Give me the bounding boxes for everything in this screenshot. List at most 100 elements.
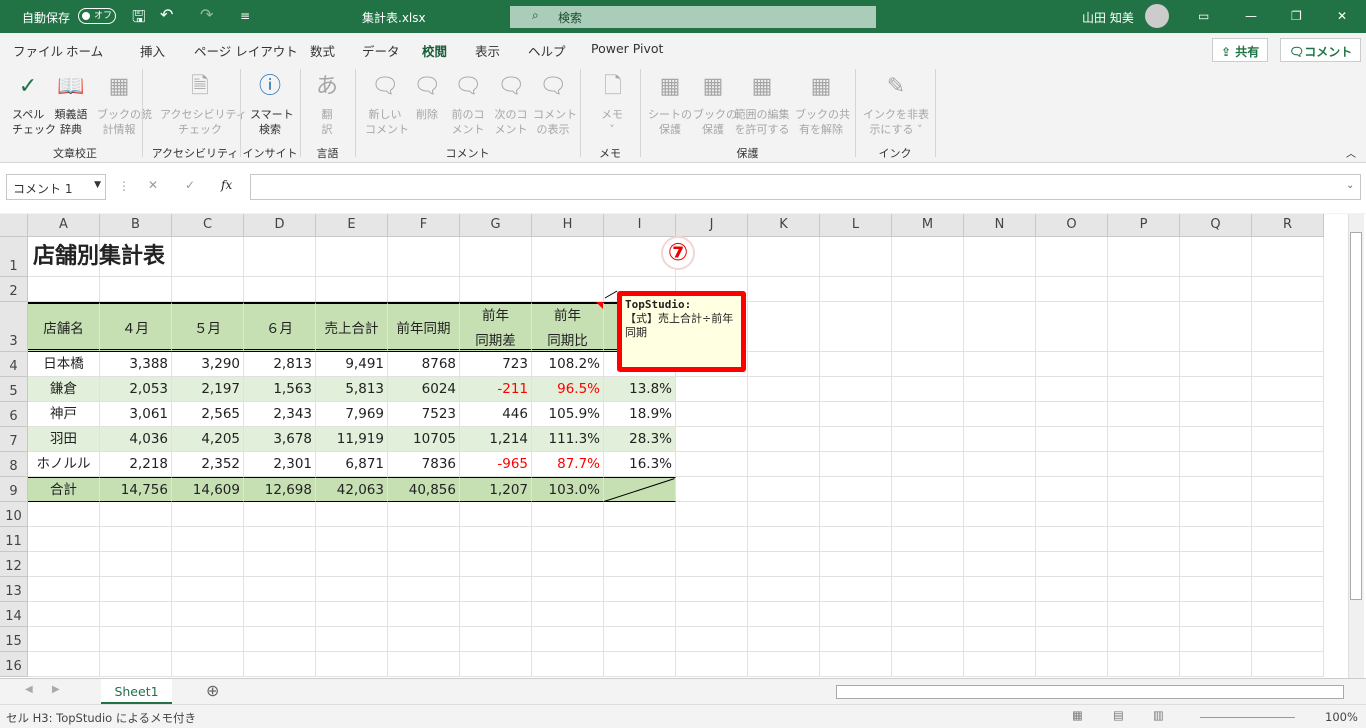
cell[interactable] bbox=[388, 237, 460, 277]
cell[interactable] bbox=[1180, 552, 1252, 577]
cell[interactable] bbox=[748, 402, 820, 427]
cell[interactable] bbox=[820, 602, 892, 627]
ribbon-button-protect-workbook[interactable]: ▦ ブックの 保護 bbox=[693, 71, 737, 137]
cell[interactable] bbox=[244, 627, 316, 652]
cell[interactable] bbox=[964, 627, 1036, 652]
cell[interactable] bbox=[604, 627, 676, 652]
cell[interactable] bbox=[244, 602, 316, 627]
page-break-icon[interactable]: ▥ bbox=[1153, 708, 1164, 722]
cell[interactable] bbox=[1036, 477, 1108, 502]
cell[interactable] bbox=[388, 277, 460, 302]
ribbon-button-new-comment[interactable]: 🗨 新しい コメント bbox=[365, 71, 409, 137]
cell[interactable] bbox=[964, 502, 1036, 527]
cell[interactable] bbox=[1108, 277, 1180, 302]
tab-0[interactable]: ファイル bbox=[13, 44, 64, 59]
cell[interactable] bbox=[1036, 627, 1108, 652]
minimize-icon[interactable]: — bbox=[1245, 9, 1257, 23]
cell[interactable] bbox=[964, 277, 1036, 302]
cell[interactable] bbox=[532, 577, 604, 602]
cell[interactable] bbox=[1108, 352, 1180, 377]
cell[interactable] bbox=[1252, 652, 1324, 677]
cell[interactable] bbox=[676, 427, 748, 452]
autosave-toggle[interactable]: オフ bbox=[78, 8, 116, 24]
column-header-F[interactable]: F bbox=[388, 214, 460, 237]
cell[interactable] bbox=[1108, 627, 1180, 652]
column-header-E[interactable]: E bbox=[316, 214, 388, 237]
cell[interactable] bbox=[316, 627, 388, 652]
ribbon-button-workbook-statistics[interactable]: ▦ ブックの統 計情報 bbox=[97, 71, 152, 137]
column-header-R[interactable]: R bbox=[1252, 214, 1324, 237]
row-header-11[interactable]: 11 bbox=[0, 527, 28, 552]
cell[interactable] bbox=[172, 502, 244, 527]
cell[interactable] bbox=[28, 502, 100, 527]
row-header-9[interactable]: 9 bbox=[0, 477, 28, 502]
close-icon[interactable]: ✕ bbox=[1337, 9, 1348, 23]
comment-box[interactable]: TopStudio: 【式】売上合計÷前年同期 bbox=[617, 291, 746, 372]
cell[interactable] bbox=[1252, 452, 1324, 477]
cell[interactable] bbox=[1036, 527, 1108, 552]
ribbon-display-icon[interactable]: ▭ bbox=[1198, 9, 1210, 23]
column-header-C[interactable]: C bbox=[172, 214, 244, 237]
column-header-H[interactable]: H bbox=[532, 214, 604, 237]
cell[interactable] bbox=[388, 652, 460, 677]
cell[interactable] bbox=[1036, 427, 1108, 452]
cell[interactable] bbox=[172, 237, 244, 277]
cell[interactable] bbox=[172, 277, 244, 302]
cell[interactable] bbox=[316, 237, 388, 277]
cell[interactable] bbox=[1252, 237, 1324, 277]
sheet-tab-sheet1[interactable]: Sheet1 bbox=[101, 679, 172, 704]
row-header-5[interactable]: 5 bbox=[0, 377, 28, 402]
cell[interactable] bbox=[964, 552, 1036, 577]
share-button[interactable]: ⇪ 共有 bbox=[1212, 38, 1269, 62]
cell[interactable] bbox=[1108, 302, 1180, 352]
cell[interactable] bbox=[532, 527, 604, 552]
ribbon-button-allow-edit-ranges[interactable]: ▦ 範囲の編集 を許可する bbox=[733, 71, 791, 137]
cell[interactable] bbox=[604, 652, 676, 677]
cell[interactable] bbox=[1108, 377, 1180, 402]
cell[interactable] bbox=[748, 377, 820, 402]
cell[interactable] bbox=[1108, 502, 1180, 527]
ribbon-button-smart-lookup[interactable]: ⓘ スマート 検索 bbox=[250, 71, 294, 137]
cell[interactable] bbox=[964, 352, 1036, 377]
cell[interactable] bbox=[820, 402, 892, 427]
cell[interactable] bbox=[28, 602, 100, 627]
horizontal-scrollbar[interactable] bbox=[836, 685, 1344, 699]
tab-5[interactable]: データ bbox=[362, 44, 400, 59]
cell[interactable] bbox=[748, 277, 820, 302]
cell[interactable] bbox=[244, 552, 316, 577]
enter-icon[interactable]: ✓ bbox=[185, 178, 196, 192]
cell[interactable] bbox=[892, 602, 964, 627]
cell[interactable] bbox=[892, 652, 964, 677]
cancel-icon[interactable]: ✕ bbox=[148, 178, 159, 192]
avatar[interactable] bbox=[1145, 4, 1169, 28]
cell[interactable] bbox=[28, 237, 100, 277]
cell[interactable] bbox=[460, 577, 532, 602]
cell[interactable] bbox=[964, 577, 1036, 602]
cell[interactable] bbox=[244, 237, 316, 277]
cell[interactable] bbox=[1036, 237, 1108, 277]
row-header-3[interactable]: 3 bbox=[0, 302, 28, 352]
cell[interactable] bbox=[676, 602, 748, 627]
cell[interactable] bbox=[604, 602, 676, 627]
cell[interactable] bbox=[1036, 277, 1108, 302]
cell[interactable] bbox=[172, 552, 244, 577]
column-header-N[interactable]: N bbox=[964, 214, 1036, 237]
formula-input[interactable] bbox=[250, 174, 1361, 200]
cell[interactable] bbox=[604, 577, 676, 602]
cell[interactable] bbox=[820, 577, 892, 602]
cell[interactable] bbox=[1036, 377, 1108, 402]
cell[interactable] bbox=[1180, 377, 1252, 402]
search-box[interactable]: ⌕ 検索 bbox=[510, 6, 876, 28]
cell[interactable] bbox=[460, 552, 532, 577]
cell[interactable] bbox=[676, 652, 748, 677]
customize-qat-icon[interactable]: ≡ bbox=[240, 9, 251, 23]
cell[interactable] bbox=[1252, 277, 1324, 302]
cell[interactable] bbox=[676, 502, 748, 527]
cell[interactable] bbox=[1180, 402, 1252, 427]
cell[interactable] bbox=[820, 452, 892, 477]
cell[interactable] bbox=[964, 237, 1036, 277]
cell[interactable] bbox=[1180, 652, 1252, 677]
cell[interactable] bbox=[748, 502, 820, 527]
cell[interactable] bbox=[316, 277, 388, 302]
cell[interactable] bbox=[1252, 627, 1324, 652]
